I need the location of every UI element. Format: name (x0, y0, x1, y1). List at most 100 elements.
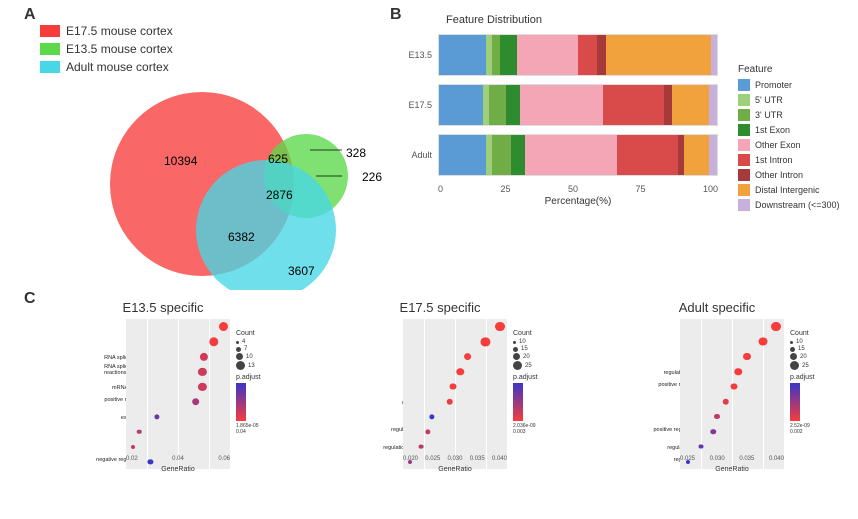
bar-segment (520, 85, 603, 125)
bar-segment (525, 135, 617, 175)
plot-area (680, 319, 784, 469)
dotplot-point (198, 367, 206, 375)
dotplot-point (219, 322, 229, 332)
bar-segment (597, 35, 605, 75)
bar-segment (617, 135, 678, 175)
dotplot-title: Adult specific (584, 300, 850, 315)
dotplot-point (464, 353, 472, 361)
feature-distribution-panel: Feature Distribution E13.5 E17.5 Adult 025… (398, 14, 846, 269)
bar-segment (511, 135, 525, 175)
bar-segment (506, 85, 520, 125)
dotplot-legend: Count10152025p.adjust2.036e-090.003 (513, 330, 571, 435)
feature-legend-row: 1st Exon (738, 124, 840, 136)
venn-count: 3607 (288, 264, 315, 278)
dotplot-point (209, 337, 218, 346)
dotplot-point (771, 322, 781, 332)
dotplot-point (200, 352, 208, 360)
venn-legend-label: E13.5 mouse cortex (66, 42, 173, 56)
panel-b-title: Feature Distribution (446, 14, 846, 26)
dotplot-xticks: 0.020.040.06 (126, 456, 230, 462)
bar-segment (492, 35, 500, 75)
bar-segment (664, 85, 672, 125)
dotplot-panel: E13.5 specificmRNA processingRNA splicin… (30, 300, 850, 515)
dotplot-xticks: 0.0250.0300.0350.040 (680, 456, 784, 462)
dotplot-point (425, 429, 430, 434)
bar-segment (517, 35, 578, 75)
dotplot-legend: Count10152025p.adjust2.52e-090.002 (790, 330, 848, 435)
bar-segment (672, 85, 708, 125)
dotplot-point (734, 368, 741, 375)
dotplot-point (154, 414, 159, 419)
bar-segment (709, 135, 717, 175)
feature-legend: FeaturePromoter5' UTR3' UTR1st ExonOther… (738, 64, 840, 214)
bar-segment (711, 35, 717, 75)
dotplot-xtitle: GeneRatio (126, 466, 230, 473)
venn-diagram: 10394625328226287663823607 (110, 80, 370, 290)
dotplot-point (450, 383, 457, 390)
x-axis-ticks: 0255075100 (438, 184, 718, 194)
dotplot-point (495, 322, 505, 332)
dotplot-point (137, 429, 142, 434)
venn-legend: E17.5 mouse cortex E13.5 mouse cortex Adul… (40, 24, 173, 78)
feature-legend-row: 1st Intron (738, 154, 840, 166)
dotplot-point (198, 382, 206, 390)
bar-segment (439, 85, 483, 125)
dotplot-point (131, 445, 135, 449)
x-axis-title: Percentage(%) (438, 196, 718, 207)
bar-segment (439, 135, 486, 175)
dotplot-point (731, 383, 738, 390)
dotplot: Adult specificsynapse organizationaxonog… (584, 300, 850, 510)
feature-legend-row: Other Exon (738, 139, 840, 151)
venn-count: 6382 (228, 230, 255, 244)
dotplot-title: E13.5 specific (30, 300, 296, 315)
dotplot-point (698, 444, 703, 449)
bar-segment (709, 85, 717, 125)
venn-legend-label: E17.5 mouse cortex (66, 24, 173, 38)
bar-segment (603, 85, 664, 125)
feature-legend-row: 3' UTR (738, 109, 840, 121)
feature-legend-row: Promoter (738, 79, 840, 91)
dotplot-point (429, 414, 434, 419)
dotplot-point (446, 398, 453, 405)
dotplot: E13.5 specificmRNA processingRNA splicin… (30, 300, 296, 510)
dotplot-point (711, 429, 716, 434)
panel-label-a: A (24, 6, 36, 24)
dotplot-xticks: 0.0200.0250.0300.0350.040 (403, 456, 507, 462)
bar-segment (606, 35, 712, 75)
dotplot-point (759, 337, 768, 346)
dotplot-xtitle: GeneRatio (403, 466, 507, 473)
bar-row-label: Adult (398, 150, 438, 160)
venn-count: 328 (346, 146, 366, 160)
dotplot-point (419, 444, 424, 449)
bar-row-label: E17.5 (398, 100, 438, 110)
bar-segment (578, 35, 597, 75)
venn-legend-label: Adult mouse cortex (66, 60, 169, 74)
dotplot-point (481, 337, 490, 346)
venn-count: 625 (268, 152, 288, 166)
feature-legend-row: Downstream (<=300) (738, 199, 840, 211)
feature-legend-row: Distal Intergenic (738, 184, 840, 196)
feature-legend-row: Other Intron (738, 169, 840, 181)
venn-panel: E17.5 mouse cortex E13.5 mouse cortex Adul… (40, 20, 350, 265)
dotplot-point (723, 398, 729, 404)
plot-area (403, 319, 507, 469)
dotplot-legend: Count471013p.adjust1.865e-050.04 (236, 330, 294, 435)
dotplot-title: E17.5 specific (307, 300, 573, 315)
plot-area (126, 319, 230, 469)
bar-segment (492, 135, 511, 175)
dotplot-point (192, 398, 200, 406)
dotplot-point (457, 368, 464, 375)
dotplot-xtitle: GeneRatio (680, 466, 784, 473)
bar-segment (489, 85, 506, 125)
feature-legend-row: 5' UTR (738, 94, 840, 106)
dotplot-point (714, 414, 720, 420)
dotplot: E17.5 specificsynapse organizationaxonog… (307, 300, 573, 510)
dotplot-point (743, 353, 751, 361)
bar-row-label: E13.5 (398, 50, 438, 60)
venn-count: 226 (362, 170, 382, 184)
bar-segment (439, 35, 486, 75)
bar-segment (684, 135, 709, 175)
bar-segment (500, 35, 517, 75)
venn-count: 2876 (266, 188, 293, 202)
venn-count: 10394 (164, 154, 197, 168)
